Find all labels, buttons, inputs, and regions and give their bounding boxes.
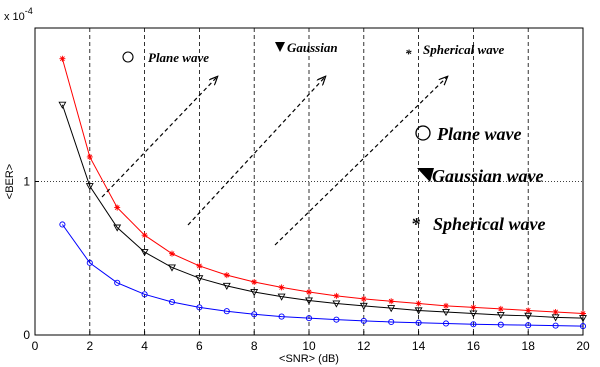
data-point [579,323,587,330]
x-tick-label: 20 [576,339,590,353]
data-point [497,305,504,312]
x-tick-label: 10 [302,339,316,353]
data-point [497,321,504,328]
data-point [141,232,148,239]
x-tick-label: 16 [467,339,481,353]
legend-plane-wave-circle [415,125,431,141]
x-tick-label: 6 [196,339,203,353]
data-point [388,318,395,326]
data-point [469,310,478,318]
data-point [415,319,422,326]
data-point [387,305,396,313]
legend-spherical-wave: Spherical wave [433,214,546,234]
legend-spherical-star: * [411,214,421,234]
data-point [114,204,121,211]
dashed-arrow [187,77,325,226]
data-point [332,300,341,308]
series-spherical-wave [59,55,586,317]
data-point [86,153,93,160]
data-point [140,249,149,257]
y-tick-label: 1 [23,175,30,189]
data-point [195,275,204,283]
data-point [442,320,450,327]
data-point [168,298,176,306]
data-point [360,295,367,302]
data-point [360,317,367,324]
gaussian-triangle-symbol [275,42,285,52]
x-axis-label: <SNR> (dB) [279,353,339,365]
data-point [59,221,66,228]
data-point [168,264,176,272]
legend-gaussian-triangle [417,168,434,182]
data-point [579,315,587,323]
data-point [250,289,259,297]
series-line [61,58,584,315]
data-point [196,304,203,311]
data-point [525,322,532,329]
series-line [61,224,584,327]
legend-gaussian-wave: Gaussian wave [432,166,544,186]
dashed-arrow [274,77,447,246]
annotation-plane-wave: Plane wave [148,50,209,65]
data-point [470,304,477,311]
data-point [305,297,313,305]
data-point [251,311,258,318]
data-point [251,279,258,286]
data-point [496,312,505,320]
annotation-spherical-wave: Spherical wave [423,42,504,57]
x-tick-label: 2 [86,339,93,353]
data-point [580,310,586,317]
data-point [414,307,423,315]
y-axis-label: <BER> [4,164,16,199]
data-point [415,300,422,307]
data-point [552,308,559,315]
annotation-gaussian: Gaussian [287,40,338,55]
data-point [196,262,203,269]
data-point [141,291,148,298]
data-point [277,293,286,301]
x-tick-label: 12 [357,339,371,353]
data-point [470,321,477,328]
series-line [61,104,584,319]
data-point [222,282,231,291]
data-point [58,101,67,109]
x-tick-label: 4 [141,339,148,353]
data-point [278,284,285,291]
series-gaussian-wave [58,101,587,323]
data-point [278,313,285,320]
x-tick-label: 14 [412,339,426,353]
x-tick-label: 18 [522,339,536,353]
data-point [306,289,312,296]
spherical-star-symbol: * [405,46,412,61]
data-point [524,312,533,320]
data-point [169,250,175,257]
data-point [86,259,93,266]
data-point [333,316,340,323]
y-exponent-power: -4 [25,6,33,16]
data-point [552,322,559,329]
data-point [305,315,313,322]
data-point [525,307,532,314]
legend-plane-wave: Plane wave [436,124,521,144]
data-point [442,308,450,317]
data-point [223,308,230,315]
y-exponent-label: x 10-4 [4,6,33,23]
series-plane-wave [59,221,587,330]
x-tick-label: 8 [251,339,258,353]
data-point [113,224,122,232]
y-exponent-base: x 10 [4,11,25,23]
data-point [223,272,230,279]
data-point [114,279,121,286]
data-point [388,298,395,305]
data-point [333,292,340,299]
data-point [359,302,368,310]
data-point [85,183,94,191]
x-tick-label: 0 [32,339,39,353]
data-point [551,314,560,322]
plane-wave-circle-symbol [122,51,134,63]
data-point [443,302,449,309]
y-tick-label: 0 [23,328,30,342]
data-point [59,55,66,62]
